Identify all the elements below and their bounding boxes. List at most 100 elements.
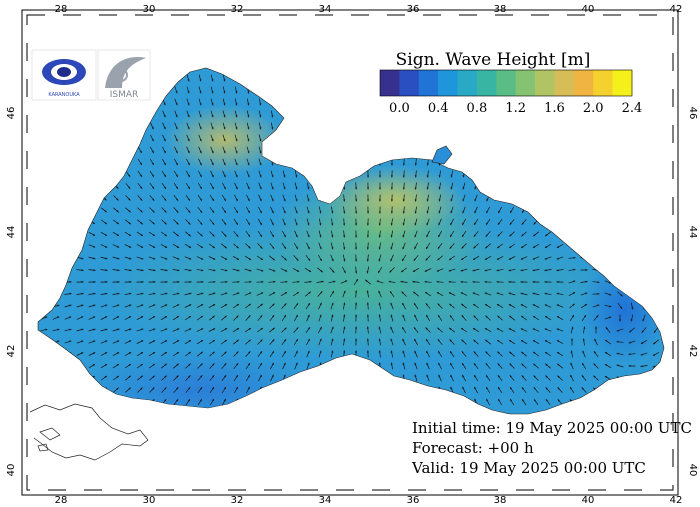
wave-arrow	[257, 350, 263, 358]
wave-arrow	[616, 195, 624, 201]
wave-arrow	[294, 194, 298, 202]
wave-arrow	[282, 170, 286, 178]
wave-arrow	[221, 374, 227, 382]
wave-arrow	[295, 86, 298, 94]
wave-arrow	[318, 374, 322, 382]
wave-arrow	[367, 74, 370, 82]
wave-arrow	[617, 291, 623, 297]
wave-arrow	[137, 170, 143, 178]
wave-arrow	[390, 362, 394, 370]
wave-arrow	[89, 122, 95, 130]
wave-arrow	[114, 110, 118, 118]
wave-arrow	[604, 208, 612, 212]
wave-arrow	[40, 316, 48, 320]
wave-arrow	[148, 340, 156, 344]
wave-arrow	[628, 376, 636, 379]
lat-label-right: 46	[687, 107, 698, 120]
wave-arrow	[114, 122, 118, 130]
wave-arrow	[532, 315, 540, 321]
wave-arrow	[102, 110, 106, 118]
wave-arrow	[101, 171, 107, 177]
wave-arrow	[174, 158, 178, 166]
wave-arrow	[521, 231, 527, 237]
wave-arrow	[653, 183, 659, 189]
wave-arrow	[642, 290, 646, 298]
wave-arrow	[592, 304, 600, 308]
wave-arrow	[355, 338, 358, 346]
wave-arrow	[343, 314, 346, 322]
wave-arrow	[425, 314, 431, 322]
wave-arrow	[629, 278, 635, 286]
wave-arrow	[65, 195, 71, 201]
wave-arrow	[498, 158, 502, 166]
wave-arrow	[76, 292, 84, 295]
wave-arrow	[64, 232, 72, 236]
wave-arrow	[461, 374, 467, 382]
wave-arrow	[101, 158, 107, 166]
wave-arrow	[616, 231, 624, 237]
lon-label-top: 32	[231, 4, 244, 15]
wave-arrow	[186, 110, 190, 118]
wave-arrow	[162, 110, 166, 118]
wave-arrow	[185, 219, 191, 225]
wave-arrow	[568, 197, 576, 200]
wave-arrow	[172, 269, 180, 272]
wave-arrow	[318, 242, 322, 250]
wave-arrow	[184, 315, 192, 321]
wave-arrow	[306, 170, 310, 178]
wave-arrow	[221, 218, 227, 226]
wave-arrow	[64, 219, 72, 225]
wave-arrow	[580, 292, 588, 296]
wave-arrow	[532, 256, 540, 260]
wave-arrow	[355, 134, 358, 142]
wave-arrow	[124, 304, 132, 308]
wave-arrow	[544, 292, 552, 296]
wave-arrow	[533, 387, 539, 393]
wave-arrow	[222, 146, 226, 154]
wave-arrow	[112, 375, 120, 381]
wave-arrow	[473, 386, 479, 394]
wave-arrow	[331, 146, 334, 154]
wave-arrow	[149, 375, 155, 381]
wave-arrow	[184, 292, 192, 296]
wave-arrow	[390, 254, 394, 262]
wave-arrow	[174, 86, 178, 94]
wave-arrow	[101, 146, 107, 154]
wave-arrow	[232, 327, 240, 333]
wave-arrow	[426, 170, 429, 178]
wave-arrow	[402, 134, 405, 142]
wave-arrow	[259, 74, 262, 82]
wave-arrow	[497, 206, 503, 214]
wave-arrow	[234, 170, 238, 178]
wave-arrow	[558, 122, 562, 130]
wave-arrow	[306, 338, 310, 346]
lon-label-top: 42	[670, 4, 683, 15]
wave-arrow	[414, 206, 417, 214]
wave-arrow	[283, 86, 286, 94]
valid-time-text: Valid: 19 May 2025 00:00 UTC	[411, 459, 646, 477]
wave-arrow	[52, 316, 60, 320]
wave-arrow	[448, 292, 456, 296]
wave-arrow	[270, 374, 274, 382]
wave-arrow	[161, 195, 167, 201]
wave-arrow	[592, 281, 600, 284]
wave-arrow	[210, 170, 214, 178]
wave-arrow	[343, 158, 346, 166]
wave-arrow	[125, 183, 131, 189]
wave-arrow	[604, 399, 612, 405]
colorbar: Sign. Wave Height [m] 0.0 0.4 0.8 1.2 1.6 2.0…	[379, 50, 642, 116]
wave-arrow	[294, 146, 298, 154]
wave-arrow	[497, 351, 503, 357]
wave-arrow	[510, 182, 514, 190]
wave-arrow	[233, 351, 239, 357]
wave-arrow	[173, 219, 179, 225]
wave-arrow	[197, 219, 203, 225]
colorbar-swatch	[554, 70, 575, 96]
wave-arrow	[124, 363, 132, 369]
wave-arrow	[331, 110, 334, 118]
wave-arrow	[246, 170, 250, 178]
wave-arrow	[197, 194, 203, 202]
wave-arrow	[257, 303, 263, 309]
wave-arrow	[592, 148, 600, 152]
wave-arrow	[473, 351, 479, 357]
